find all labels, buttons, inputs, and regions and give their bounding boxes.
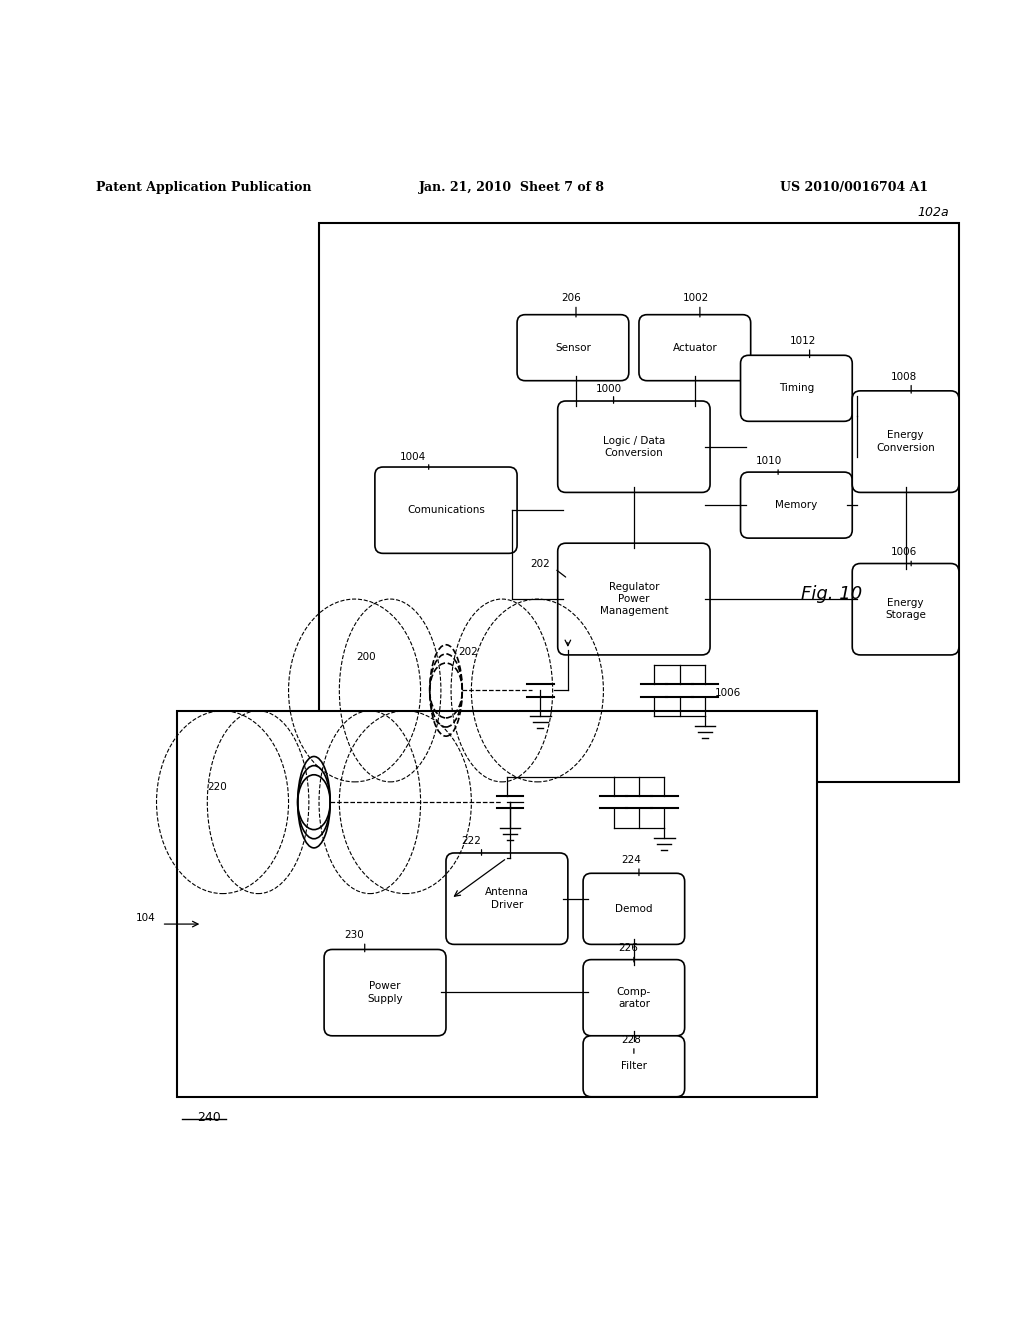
Text: Jan. 21, 2010  Sheet 7 of 8: Jan. 21, 2010 Sheet 7 of 8 <box>419 181 605 194</box>
Text: 226: 226 <box>618 944 639 953</box>
Text: 240: 240 <box>198 1111 221 1123</box>
FancyBboxPatch shape <box>325 949 446 1036</box>
Text: Power
Supply: Power Supply <box>368 982 402 1003</box>
Text: Comunications: Comunications <box>408 506 485 515</box>
Text: 1004: 1004 <box>400 451 427 462</box>
Text: US 2010/0016704 A1: US 2010/0016704 A1 <box>780 181 929 194</box>
Text: 1006: 1006 <box>891 548 918 557</box>
Text: 1006: 1006 <box>715 688 741 697</box>
Text: Comp-
arator: Comp- arator <box>616 986 651 1008</box>
Text: Antenna
Driver: Antenna Driver <box>485 887 528 909</box>
Text: Energy
Conversion: Energy Conversion <box>877 430 935 453</box>
Text: Demod: Demod <box>615 904 652 913</box>
Text: Actuator: Actuator <box>673 343 717 352</box>
FancyBboxPatch shape <box>558 544 710 655</box>
Text: 202: 202 <box>458 647 478 657</box>
Text: 1000: 1000 <box>596 384 623 393</box>
Bar <box>319 223 958 781</box>
FancyBboxPatch shape <box>583 960 685 1036</box>
FancyBboxPatch shape <box>740 473 852 539</box>
Text: 102a: 102a <box>918 206 949 219</box>
Text: Patent Application Publication: Patent Application Publication <box>95 181 311 194</box>
Text: 1012: 1012 <box>791 337 817 346</box>
Text: 104: 104 <box>136 913 156 923</box>
FancyBboxPatch shape <box>446 853 568 944</box>
Text: Timing: Timing <box>779 383 814 393</box>
Text: 230: 230 <box>344 931 365 940</box>
FancyBboxPatch shape <box>740 355 852 421</box>
Text: Memory: Memory <box>775 500 817 510</box>
Text: 1008: 1008 <box>891 372 918 381</box>
Text: 1002: 1002 <box>683 293 709 304</box>
Text: 228: 228 <box>622 1035 642 1045</box>
FancyBboxPatch shape <box>639 314 751 380</box>
Text: Logic / Data
Conversion: Logic / Data Conversion <box>603 436 665 458</box>
FancyBboxPatch shape <box>583 874 685 944</box>
FancyBboxPatch shape <box>517 314 629 380</box>
Text: 202: 202 <box>530 558 550 569</box>
Text: 220: 220 <box>207 781 227 792</box>
FancyBboxPatch shape <box>375 467 517 553</box>
FancyBboxPatch shape <box>852 391 958 492</box>
Text: Filter: Filter <box>621 1061 647 1072</box>
Text: 222: 222 <box>461 836 481 846</box>
Text: 1010: 1010 <box>756 455 782 466</box>
Text: Fig. 10: Fig. 10 <box>802 585 862 603</box>
Text: 206: 206 <box>561 293 581 304</box>
FancyBboxPatch shape <box>558 401 710 492</box>
FancyBboxPatch shape <box>852 564 958 655</box>
Text: Sensor: Sensor <box>555 343 591 352</box>
Text: Energy
Storage: Energy Storage <box>885 598 926 620</box>
FancyBboxPatch shape <box>583 1036 685 1097</box>
Text: 224: 224 <box>622 855 642 865</box>
Text: 200: 200 <box>356 652 376 663</box>
Text: Regulator
Power
Management: Regulator Power Management <box>600 582 668 616</box>
Bar <box>177 710 817 1097</box>
